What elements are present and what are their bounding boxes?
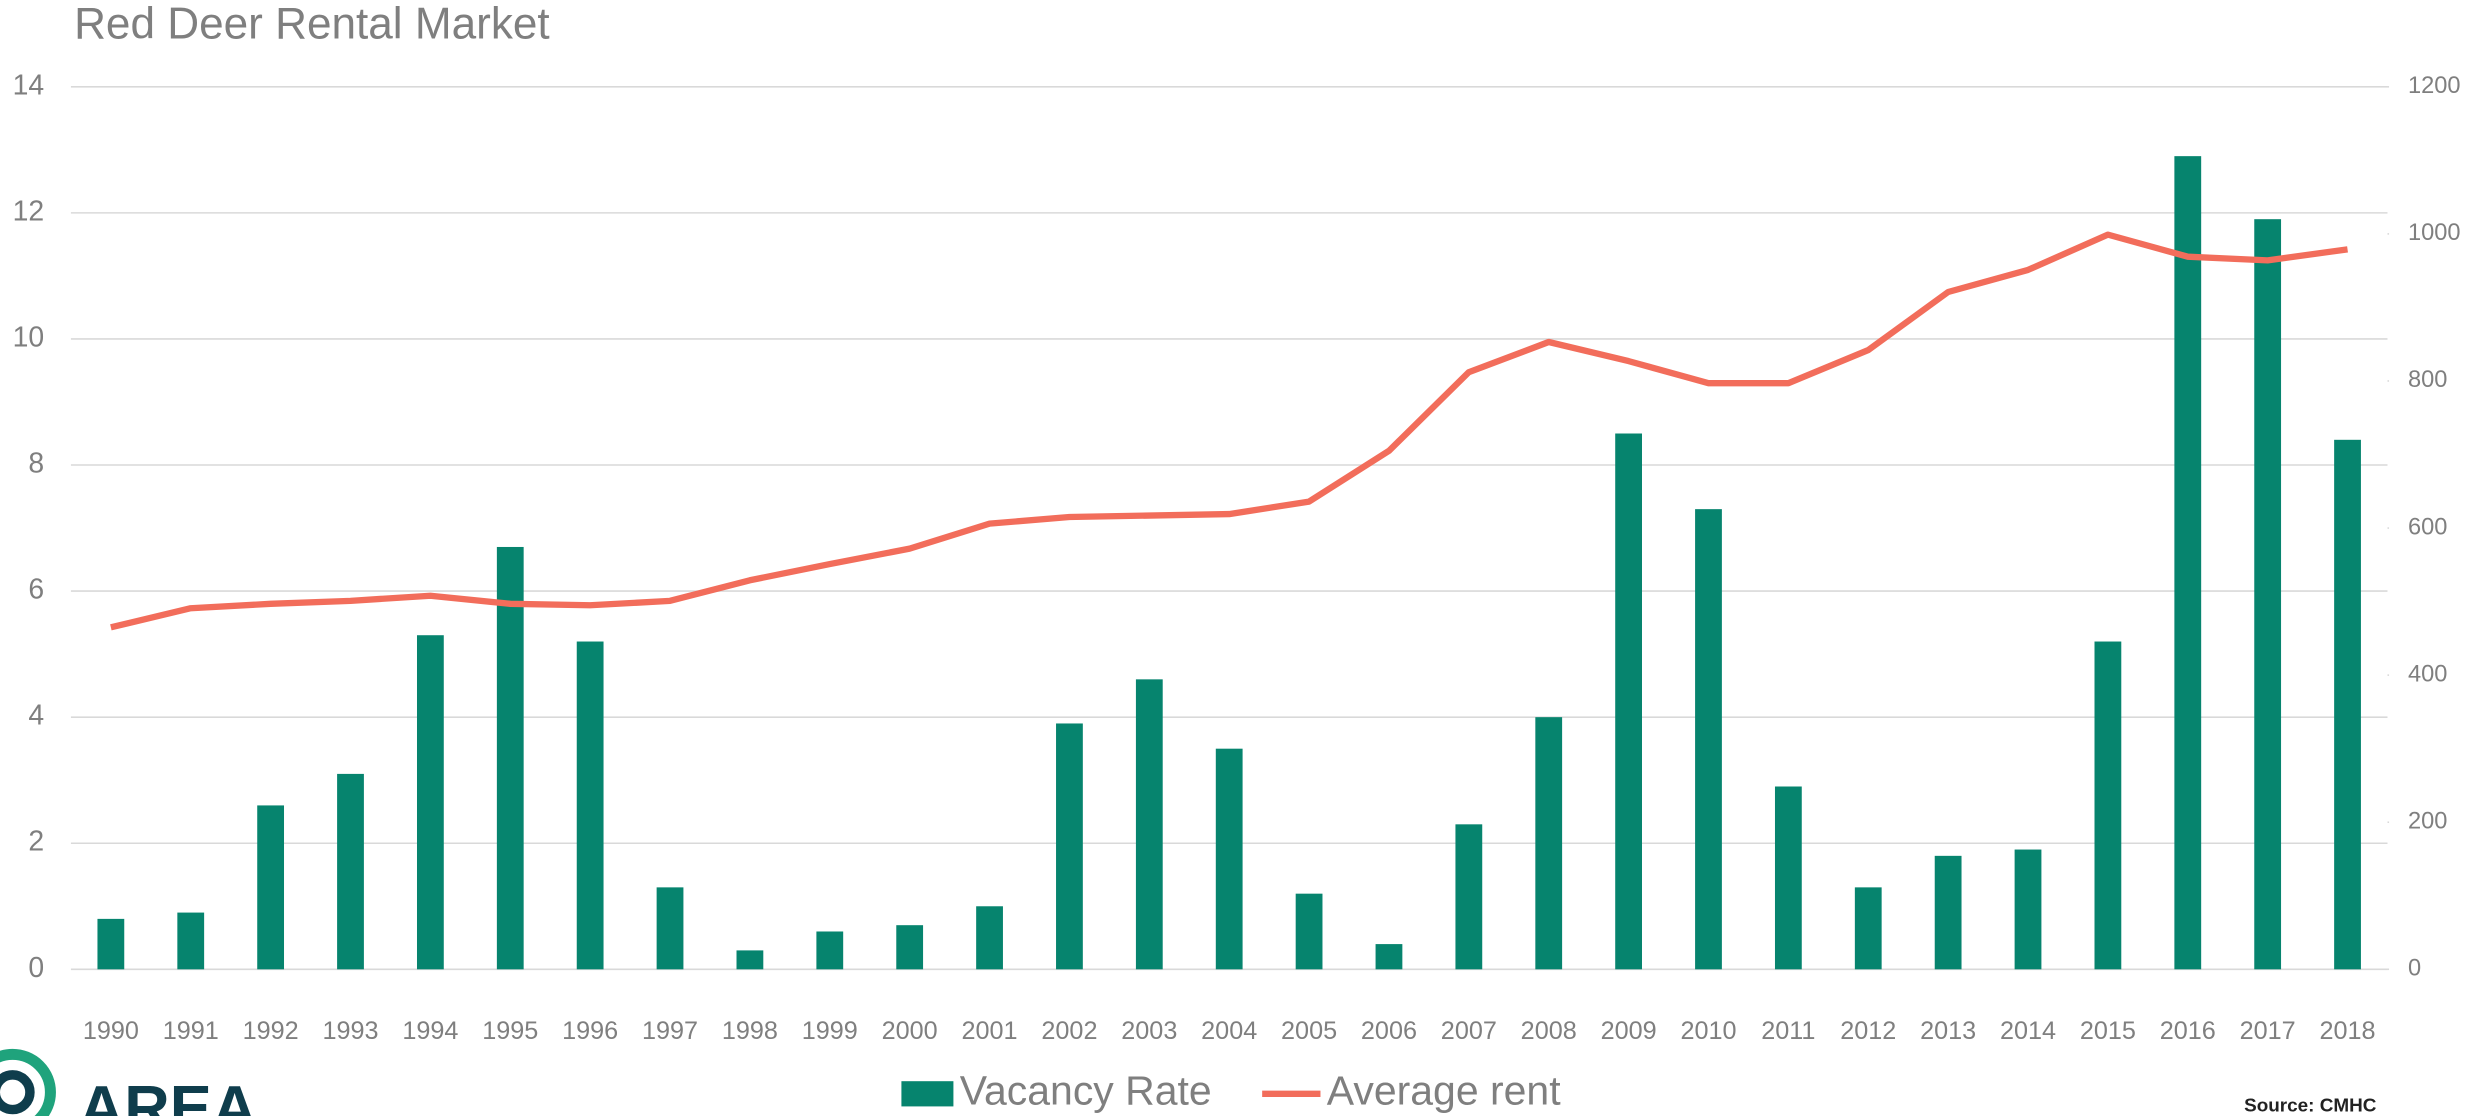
bar — [1934, 855, 1962, 970]
bar — [976, 906, 1003, 970]
x-tick-label: 2000 — [882, 1017, 938, 1045]
x-tick-label: 1992 — [243, 1017, 299, 1045]
bar — [1295, 893, 1323, 970]
bar — [1615, 433, 1642, 970]
bar — [1215, 748, 1243, 970]
bar — [2174, 156, 2202, 970]
bar — [656, 887, 684, 970]
x-tick-label: 1996 — [562, 1017, 618, 1045]
y-tick-label: 6 — [28, 574, 44, 606]
bar — [896, 925, 924, 970]
bar — [1774, 786, 1802, 970]
y2-tick-label: 400 — [2408, 661, 2447, 687]
x-tick-label: 2013 — [1920, 1017, 1976, 1045]
bar — [2254, 219, 2282, 970]
x-tick-label: 2008 — [1521, 1017, 1577, 1045]
x-tick-label: 1994 — [402, 1017, 458, 1045]
y2-tick-label: 200 — [2408, 808, 2447, 834]
x-tick-label: 2003 — [1121, 1017, 1177, 1045]
legend-label: Average rent — [1327, 1068, 1561, 1114]
y2-tick-label: 600 — [2408, 514, 2447, 540]
x-tick-label: 2014 — [2000, 1017, 2056, 1045]
x-tick-label: 1991 — [163, 1017, 219, 1045]
logo: AREA — [0, 1048, 258, 1116]
y2-tick-label: 1200 — [2408, 73, 2461, 99]
x-tick-label: 1993 — [322, 1017, 378, 1045]
bar — [1375, 944, 1403, 970]
bar — [816, 931, 844, 970]
bar — [97, 918, 125, 970]
x-tick-label: 2005 — [1281, 1017, 1337, 1045]
bar — [1695, 509, 1722, 970]
bar — [1854, 887, 1882, 970]
bar — [2334, 439, 2361, 970]
x-tick-label: 2007 — [1441, 1017, 1497, 1045]
bar — [1056, 723, 1083, 970]
x-tick-label: 2016 — [2160, 1017, 2216, 1045]
y2-tick-label: 1000 — [2408, 220, 2461, 246]
x-tick-label: 2015 — [2080, 1017, 2136, 1045]
bar — [416, 635, 444, 970]
bar — [337, 773, 364, 970]
x-tick-label: 2009 — [1601, 1017, 1657, 1045]
x-tick-label: 1995 — [482, 1017, 538, 1045]
logo-ring — [0, 1048, 56, 1116]
bar — [1535, 717, 1563, 970]
bar — [576, 641, 604, 970]
bar — [736, 950, 764, 970]
legend-label: Vacancy Rate — [960, 1068, 1212, 1114]
x-tick-label: 2012 — [1840, 1017, 1896, 1045]
x-tick-label: 2010 — [1680, 1017, 1736, 1045]
bar — [177, 912, 205, 970]
x-tick-label: 2004 — [1201, 1017, 1257, 1045]
x-tick-label: 1990 — [83, 1017, 139, 1045]
y-tick-label: 14 — [13, 69, 45, 101]
x-tick-label: 2011 — [1761, 1017, 1815, 1045]
x-tick-label: 2001 — [962, 1017, 1018, 1045]
bar — [1455, 824, 1483, 970]
x-tick-label: 2002 — [1041, 1017, 1097, 1045]
x-tick-label: 2006 — [1361, 1017, 1417, 1045]
y-tick-label: 10 — [13, 321, 45, 353]
logo-core — [0, 1070, 35, 1115]
source: Source: CMHC — [2244, 1095, 2377, 1116]
y-tick-label: 2 — [28, 826, 44, 858]
legend-swatch — [901, 1081, 954, 1107]
bar — [2014, 849, 2042, 970]
x-tick-label: 1998 — [722, 1017, 778, 1045]
x-tick-label: 1997 — [642, 1017, 698, 1045]
x-tick-label: 1999 — [802, 1017, 858, 1045]
x-tick-label: 2018 — [2319, 1017, 2375, 1045]
x-tick-label: 2017 — [2240, 1017, 2296, 1045]
y-tick-label: 12 — [13, 195, 45, 227]
y-tick-label: 0 — [28, 952, 44, 984]
chart-title: Red Deer Rental Market — [74, 0, 550, 49]
y2-tick-label: 800 — [2408, 367, 2447, 393]
y-tick-label: 8 — [28, 448, 44, 480]
line — [110, 231, 2348, 631]
bar — [2094, 641, 2122, 970]
y2-tick-label: 0 — [2408, 956, 2421, 982]
bar — [1135, 679, 1163, 970]
y-tick-label: 4 — [28, 700, 44, 732]
bar — [257, 805, 285, 970]
bar — [496, 546, 524, 970]
logo-text: AREA — [79, 1073, 258, 1116]
